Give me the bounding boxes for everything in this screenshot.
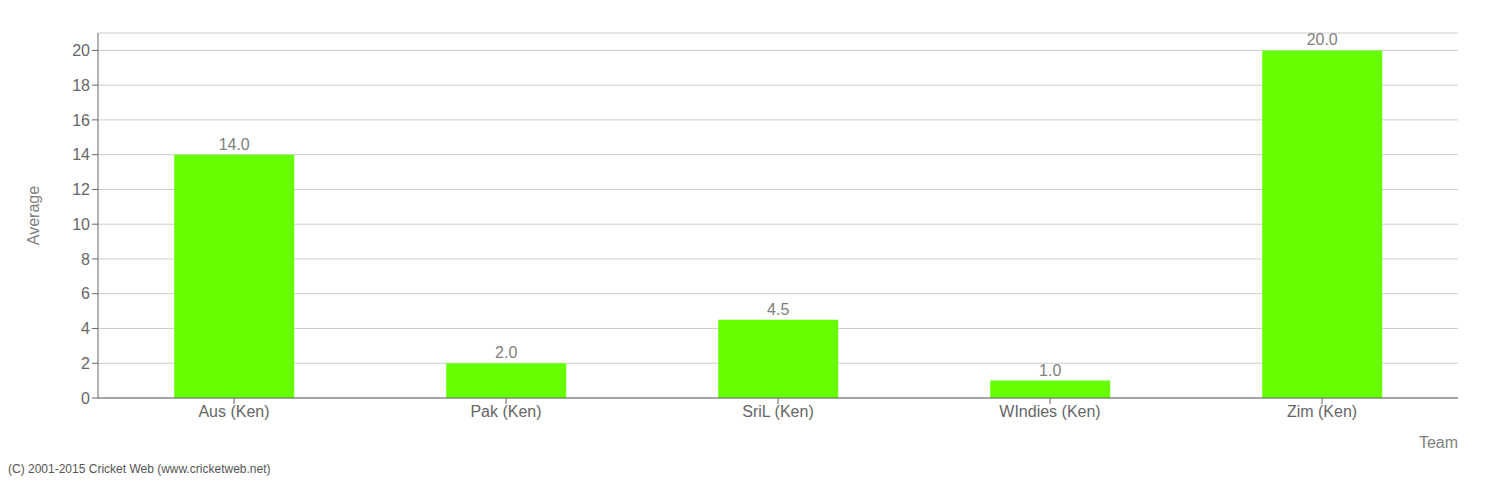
svg-text:14.0: 14.0 <box>219 136 250 153</box>
html-text:(C) 2001-2015 Cricket Web (www: (C) 2001-2015 Cricket Web (www.cricketwe… <box>8 462 271 476</box>
svg-text:4: 4 <box>81 320 90 337</box>
svg-text:SriL (Ken): SriL (Ken) <box>742 403 813 420</box>
svg-text:2: 2 <box>81 355 90 372</box>
svg-text:Zim (Ken): Zim (Ken) <box>1287 403 1357 420</box>
svg-text:20.0: 20.0 <box>1307 31 1338 48</box>
svg-text:10: 10 <box>72 216 90 233</box>
svg-text:8: 8 <box>81 251 90 268</box>
svg-text:16: 16 <box>72 112 90 129</box>
svg-text:Aus (Ken): Aus (Ken) <box>198 403 269 420</box>
svg-text:14: 14 <box>72 146 90 163</box>
svg-text:Pak (Ken): Pak (Ken) <box>470 403 541 420</box>
svg-text:20: 20 <box>72 42 90 59</box>
svg-text:1.0: 1.0 <box>1039 362 1061 379</box>
svg-text:Team: Team <box>1419 434 1458 451</box>
svg-text:Average: Average <box>25 186 42 245</box>
svg-text:18: 18 <box>72 77 90 94</box>
svg-text:4.5: 4.5 <box>767 301 789 318</box>
svg-text:6: 6 <box>81 285 90 302</box>
svg-text:0: 0 <box>81 390 90 407</box>
svg-text:WIndies (Ken): WIndies (Ken) <box>999 403 1100 420</box>
svg-text:12: 12 <box>72 181 90 198</box>
svg-text:2.0: 2.0 <box>495 344 517 361</box>
